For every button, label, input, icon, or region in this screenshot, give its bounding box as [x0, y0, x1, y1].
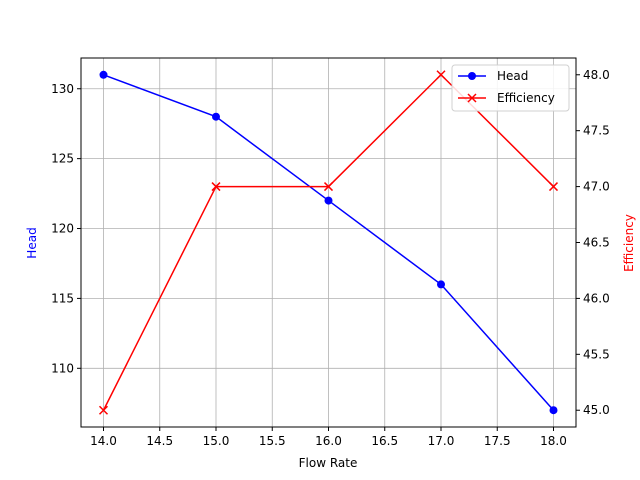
right-tick-label: 45.5: [583, 347, 610, 361]
left-tick-label: 110: [51, 361, 74, 375]
x-marker-icon: [211, 182, 221, 192]
x-marker-icon: [548, 182, 559, 192]
series-layer: [98, 70, 559, 415]
legend: Head Efficiency: [451, 64, 570, 112]
x-tick-label: 17.5: [484, 434, 511, 448]
x-axis-label: Flow Rate: [299, 456, 358, 470]
x-tick-label: 14.0: [90, 434, 117, 448]
circle-marker-icon: [549, 406, 558, 415]
legend-label-head: Head: [497, 69, 528, 83]
x-marker-icon: [436, 70, 446, 80]
x-marker-icon: [323, 182, 334, 192]
left-axis-ticks: 110 115 120 125 130: [51, 82, 81, 375]
x-axis-ticks: 14.0 14.5 15.0 15.5 16.0 16.5 17.0 17.5 18.0: [90, 427, 567, 448]
circle-marker-icon: [437, 280, 445, 289]
right-tick-label: 46.5: [583, 236, 610, 250]
x-tick-label: 15.5: [259, 434, 286, 448]
circle-marker-icon: [324, 196, 333, 205]
circle-marker-icon: [99, 70, 108, 79]
right-tick-label: 47.0: [583, 180, 610, 194]
left-tick-label: 120: [51, 222, 74, 236]
x-tick-label: 17.0: [428, 434, 455, 448]
x-tick-label: 16.5: [371, 434, 398, 448]
x-tick-label: 16.0: [315, 434, 342, 448]
x-tick-label: 14.5: [146, 434, 173, 448]
left-tick-label: 115: [51, 291, 74, 305]
right-tick-label: 45.0: [583, 403, 610, 417]
right-axis-label: Efficiency: [622, 214, 636, 272]
x-marker-icon: [467, 93, 477, 103]
x-marker-icon: [98, 405, 109, 415]
left-tick-label: 130: [51, 82, 74, 96]
right-tick-label: 47.5: [583, 124, 610, 138]
right-tick-label: 48.0: [583, 68, 610, 82]
x-tick-label: 18.0: [540, 434, 567, 448]
left-tick-label: 125: [51, 152, 74, 166]
circle-marker-icon: [212, 112, 220, 121]
left-axis-label: Head: [25, 227, 39, 258]
right-tick-label: 46.0: [583, 291, 610, 305]
x-tick-label: 15.0: [203, 434, 230, 448]
grid: [81, 58, 576, 427]
legend-label-efficiency: Efficiency: [497, 91, 555, 105]
right-axis-ticks: 45.0 45.5 46.0 46.5 47.0 47.5 48.0: [576, 68, 610, 417]
circle-marker-icon: [468, 72, 476, 80]
